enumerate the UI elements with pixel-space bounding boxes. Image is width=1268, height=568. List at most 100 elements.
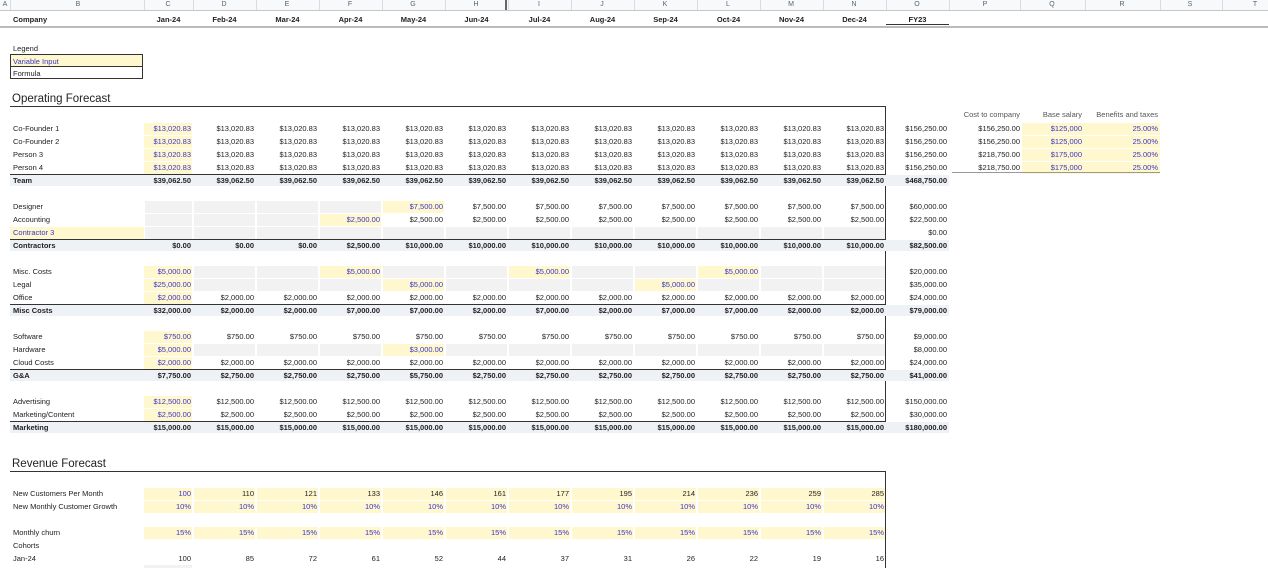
- month-cell[interactable]: $39,062.50: [279, 176, 317, 185]
- month-header[interactable]: Sep-24: [653, 15, 678, 24]
- month-cell[interactable]: $25,000.00: [153, 280, 191, 289]
- month-cell[interactable]: $2,000.00: [787, 306, 821, 315]
- month-cell[interactable]: $12,500.00: [405, 397, 443, 406]
- month-cell[interactable]: $10,000.00: [657, 241, 695, 250]
- revenue-cell[interactable]: 72: [308, 554, 317, 563]
- month-cell[interactable]: $13,020.83: [657, 150, 695, 159]
- month-header[interactable]: Jan-24: [156, 15, 181, 24]
- month-cell[interactable]: $7,500.00: [787, 202, 821, 211]
- month-cell[interactable]: $2,750.00: [661, 371, 695, 380]
- fy-cell[interactable]: $468,750.00: [905, 176, 947, 185]
- month-cell[interactable]: $12,500.00: [279, 397, 317, 406]
- month-cell[interactable]: $2,500.00: [598, 410, 632, 419]
- side-cell[interactable]: $156,250.00: [978, 137, 1020, 146]
- month-cell[interactable]: $2,000.00: [661, 293, 695, 302]
- month-cell[interactable]: $7,500.00: [535, 202, 569, 211]
- revenue-cell[interactable]: 15%: [805, 528, 821, 537]
- month-cell[interactable]: $2,500.00: [661, 410, 695, 419]
- month-cell[interactable]: $13,020.83: [405, 163, 443, 172]
- month-cell[interactable]: $10,000.00: [594, 241, 632, 250]
- revenue-cell[interactable]: 16: [875, 554, 884, 563]
- revenue-cell[interactable]: 10%: [742, 502, 758, 511]
- column-letter-p[interactable]: P: [982, 1, 988, 8]
- month-cell[interactable]: $2,500.00: [346, 215, 380, 224]
- month-cell[interactable]: $2,750.00: [598, 371, 632, 380]
- month-header[interactable]: Apr-24: [338, 15, 363, 24]
- month-cell[interactable]: $13,020.83: [594, 150, 632, 159]
- column-letter-c[interactable]: C: [165, 1, 171, 8]
- month-cell[interactable]: $10,000.00: [468, 241, 506, 250]
- revenue-cell[interactable]: 85: [245, 554, 254, 563]
- fy-cell[interactable]: $156,250.00: [905, 150, 947, 159]
- revenue-cell[interactable]: 10%: [553, 502, 569, 511]
- month-cell[interactable]: $5,750.00: [409, 371, 443, 380]
- month-cell[interactable]: $2,500.00: [535, 410, 569, 419]
- revenue-row-label[interactable]: Jan-24: [13, 554, 36, 563]
- month-header[interactable]: Oct-24: [716, 15, 741, 24]
- month-cell[interactable]: $7,000.00: [724, 306, 758, 315]
- month-cell[interactable]: $39,062.50: [720, 176, 758, 185]
- legend-formula[interactable]: Formula: [13, 69, 41, 78]
- month-cell[interactable]: $2,750.00: [346, 371, 380, 380]
- row-label[interactable]: Software: [13, 332, 43, 341]
- month-cell[interactable]: $7,500.00: [724, 202, 758, 211]
- revenue-cell[interactable]: 15%: [238, 528, 254, 537]
- month-cell[interactable]: $10,000.00: [720, 241, 758, 250]
- month-cell[interactable]: $13,020.83: [342, 163, 380, 172]
- legend-variable-input[interactable]: Variable Input: [13, 57, 59, 66]
- month-cell[interactable]: $750.00: [793, 332, 821, 341]
- month-cell[interactable]: $13,020.83: [531, 124, 569, 133]
- month-cell[interactable]: $7,500.00: [661, 202, 695, 211]
- month-cell[interactable]: $750.00: [856, 332, 884, 341]
- month-cell[interactable]: $2,000.00: [409, 293, 443, 302]
- month-cell[interactable]: $2,500.00: [283, 410, 317, 419]
- month-cell[interactable]: $15,000.00: [405, 423, 443, 432]
- month-cell[interactable]: $13,020.83: [594, 163, 632, 172]
- month-cell[interactable]: $39,062.50: [405, 176, 443, 185]
- month-cell[interactable]: $2,000.00: [535, 293, 569, 302]
- month-cell[interactable]: $2,000.00: [346, 293, 380, 302]
- month-cell[interactable]: $13,020.83: [216, 124, 254, 133]
- month-cell[interactable]: $2,000.00: [157, 358, 191, 367]
- month-cell[interactable]: $750.00: [730, 332, 758, 341]
- month-cell[interactable]: $39,062.50: [657, 176, 695, 185]
- revenue-cell[interactable]: 10%: [301, 502, 317, 511]
- row-label[interactable]: Co-Founder 1: [13, 124, 60, 133]
- month-cell[interactable]: $7,500.00: [472, 202, 506, 211]
- revenue-cell[interactable]: 15%: [553, 528, 569, 537]
- month-cell[interactable]: $5,000.00: [157, 267, 191, 276]
- month-cell[interactable]: $12,500.00: [468, 397, 506, 406]
- side-cell[interactable]: $218,750.00: [978, 163, 1020, 172]
- column-letter-q[interactable]: Q: [1049, 1, 1055, 8]
- revenue-cell[interactable]: 285: [871, 489, 884, 498]
- row-label[interactable]: G&A: [13, 371, 30, 380]
- month-cell[interactable]: $13,020.83: [783, 137, 821, 146]
- month-cell[interactable]: $13,020.83: [279, 163, 317, 172]
- side-cell[interactable]: 25.00%: [1132, 137, 1158, 146]
- row-label[interactable]: Legal: [13, 280, 32, 289]
- month-cell[interactable]: $2,000.00: [220, 306, 254, 315]
- month-cell[interactable]: $2,500.00: [472, 410, 506, 419]
- revenue-cell[interactable]: 10%: [175, 502, 191, 511]
- month-cell[interactable]: $2,500.00: [661, 215, 695, 224]
- month-cell[interactable]: $750.00: [667, 332, 695, 341]
- month-cell[interactable]: $12,500.00: [846, 397, 884, 406]
- month-cell[interactable]: $2,750.00: [850, 371, 884, 380]
- month-cell[interactable]: $2,000.00: [661, 358, 695, 367]
- month-cell[interactable]: $7,000.00: [661, 306, 695, 315]
- month-cell[interactable]: $15,000.00: [846, 423, 884, 432]
- month-cell[interactable]: $7,000.00: [409, 306, 443, 315]
- revenue-cell[interactable]: 10%: [364, 502, 380, 511]
- month-cell[interactable]: $750.00: [163, 332, 191, 341]
- month-header[interactable]: Aug-24: [589, 15, 616, 24]
- month-cell[interactable]: $13,020.83: [216, 163, 254, 172]
- month-header[interactable]: Feb-24: [212, 15, 237, 24]
- month-cell[interactable]: $13,020.83: [594, 124, 632, 133]
- month-cell[interactable]: $10,000.00: [846, 241, 884, 250]
- column-letter-k[interactable]: K: [662, 1, 668, 8]
- row-label[interactable]: Marketing/Content: [13, 410, 75, 419]
- row-label[interactable]: Person 4: [13, 163, 44, 172]
- revenue-cell[interactable]: 37: [560, 554, 569, 563]
- revenue-cell[interactable]: 61: [371, 554, 380, 563]
- fy-cell[interactable]: $30,000.00: [909, 410, 947, 419]
